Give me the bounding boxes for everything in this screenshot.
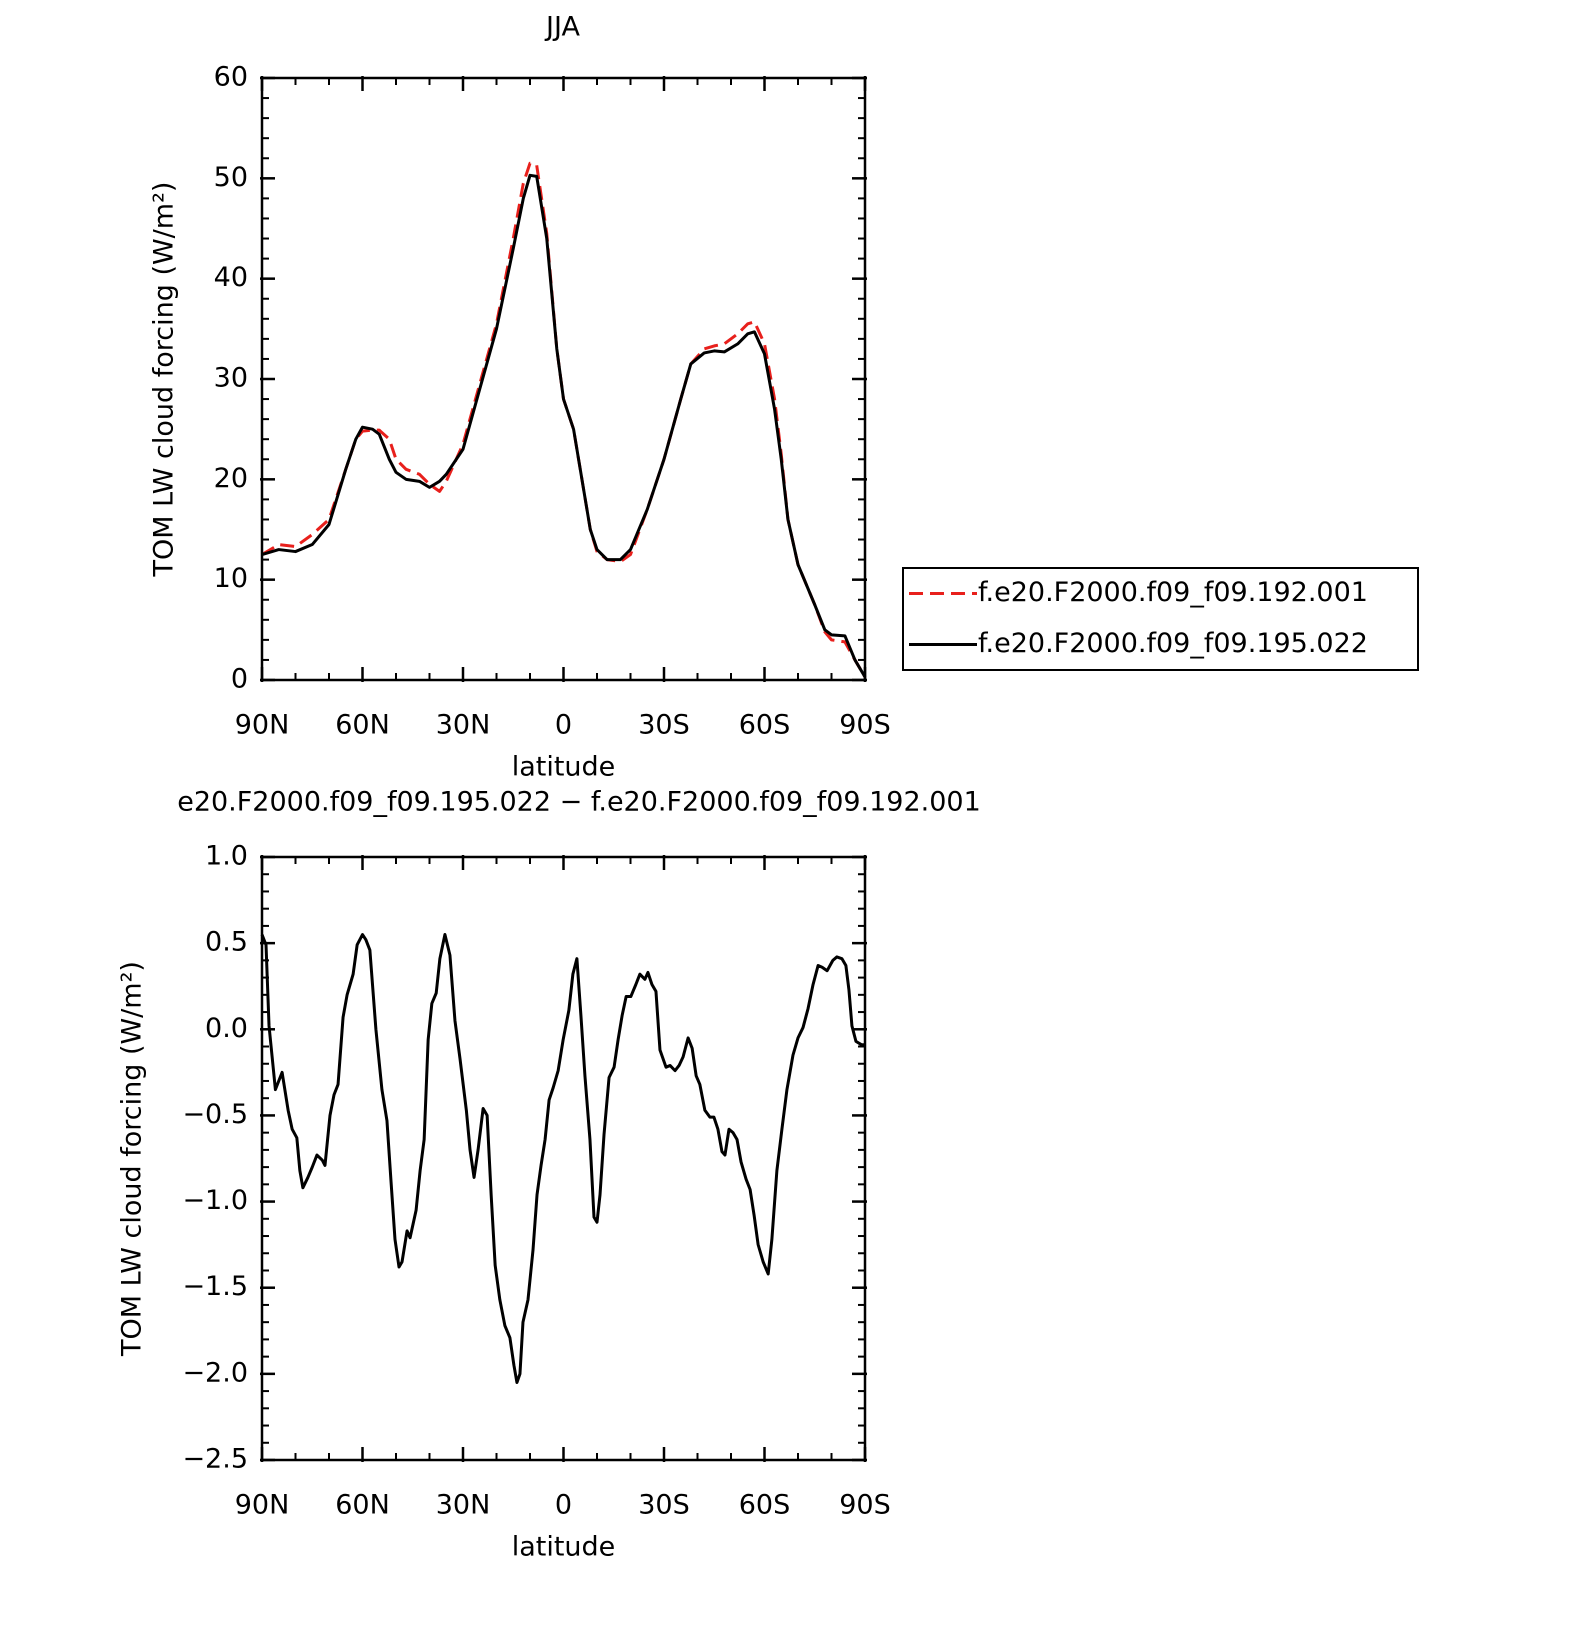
- legend-label: f.e20.F2000.f09_f09.192.001: [978, 577, 1368, 608]
- y-tick-label: 0.0: [205, 1013, 248, 1044]
- x-axis-label: latitude: [512, 1532, 616, 1563]
- y-tick-label: −0.5: [182, 1099, 248, 1130]
- y-tick-label: −2.5: [182, 1444, 248, 1475]
- y-tick-label: −2.0: [182, 1357, 248, 1388]
- plot-frame: [260, 855, 867, 1462]
- x-tick-label: 60N: [335, 710, 390, 741]
- x-tick-label: 30S: [638, 1490, 690, 1521]
- x-tick-label: 60S: [739, 710, 791, 741]
- legend-label: f.e20.F2000.f09_f09.195.022: [978, 628, 1368, 659]
- y-tick-label: 30: [214, 363, 248, 394]
- x-tick-label: 60N: [335, 1490, 390, 1521]
- y-axis-label: TOM LW cloud forcing (W/m²): [117, 961, 148, 1357]
- y-tick-label: 0: [231, 664, 248, 695]
- y-tick-label: −1.0: [182, 1185, 248, 1216]
- y-tick-label: 1.0: [205, 841, 248, 872]
- x-tick-label: 90N: [235, 710, 290, 741]
- y-tick-label: 10: [214, 563, 248, 594]
- x-tick-label: 90S: [839, 710, 891, 741]
- chart-title: e20.F2000.f09_f09.195.022 − f.e20.F2000.…: [177, 787, 981, 818]
- x-tick-label: 30S: [638, 710, 690, 741]
- y-tick-label: 40: [214, 262, 248, 293]
- legend-box: [902, 567, 1419, 671]
- x-tick-label: 90N: [235, 1490, 290, 1521]
- y-tick-label: 20: [214, 463, 248, 494]
- y-tick-label: 50: [214, 162, 248, 193]
- x-tick-label: 90S: [839, 1490, 891, 1521]
- data-line: [261, 173, 867, 678]
- plot-frame: [260, 76, 867, 682]
- x-tick-label: 0: [555, 710, 572, 741]
- y-tick-label: −1.5: [182, 1271, 248, 1302]
- data-line: [260, 933, 865, 1384]
- x-axis-label: latitude: [512, 752, 616, 783]
- x-tick-label: 60S: [739, 1490, 791, 1521]
- y-tick-label: 60: [214, 62, 248, 93]
- y-tick-label: 0.5: [205, 927, 248, 958]
- y-axis-label: TOM LW cloud forcing (W/m²): [149, 182, 180, 578]
- x-tick-label: 0: [555, 1490, 572, 1521]
- chart-title: JJA: [544, 12, 580, 43]
- x-tick-label: 30N: [436, 710, 491, 741]
- data-line: [261, 161, 867, 678]
- x-tick-label: 30N: [436, 1490, 491, 1521]
